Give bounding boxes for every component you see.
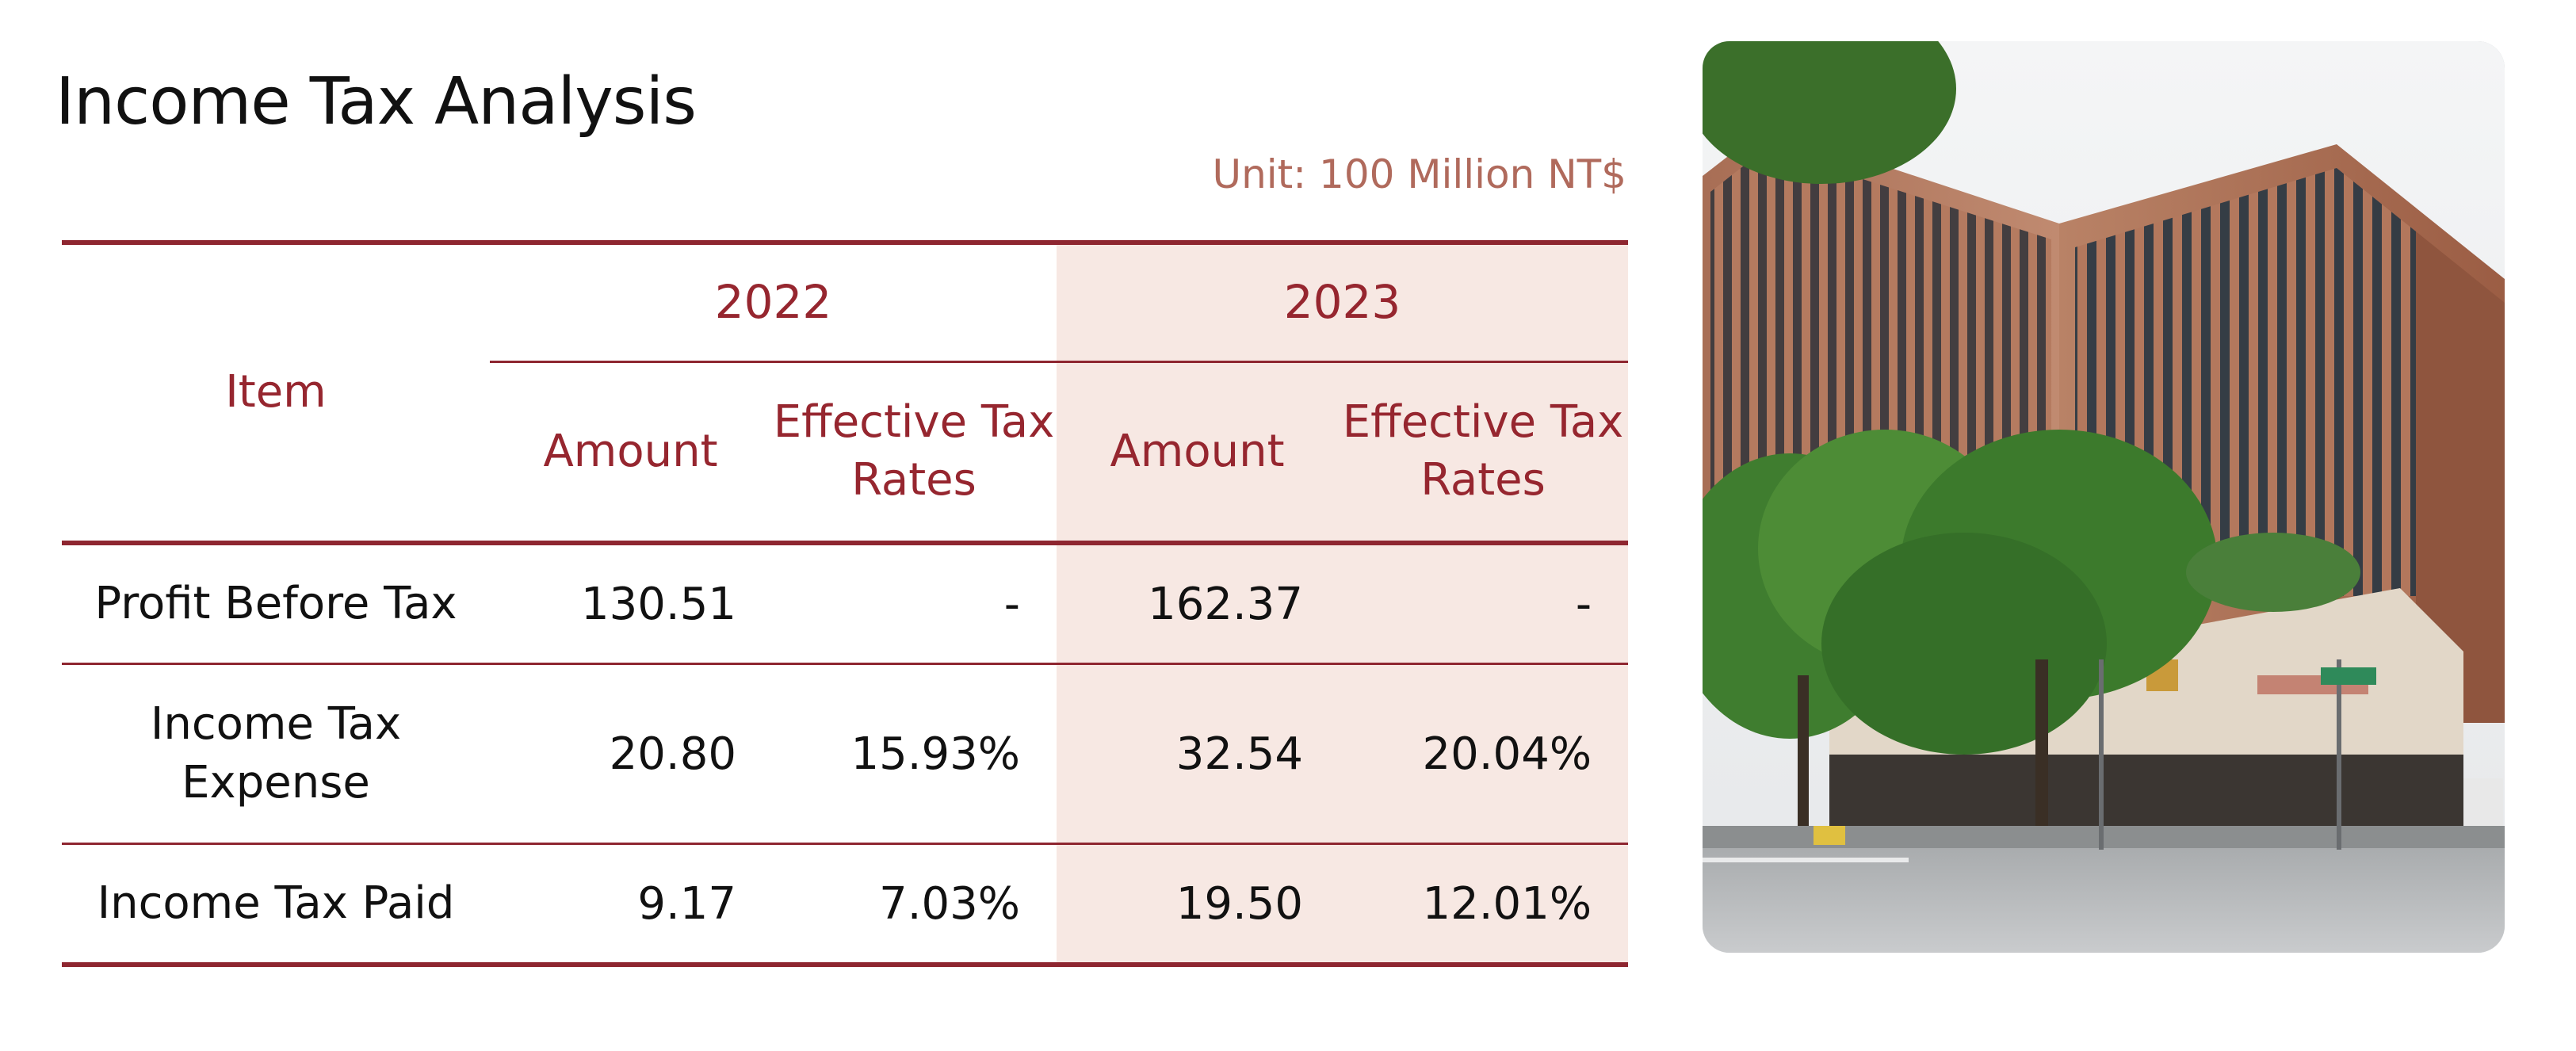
row-item-label: Income Tax Expense — [62, 663, 490, 845]
table-row: Income Tax Paid 9.17 7.03% 19.50 12.01% — [62, 843, 1629, 967]
cell-rate-2022: - — [771, 543, 1057, 665]
row-item-label: Profit Before Tax — [62, 543, 490, 665]
rate-header-2023: Effective Tax Rates — [1338, 361, 1629, 545]
amount-header-2022: Amount — [490, 361, 771, 545]
table-row: Income Tax Expense 20.80 15.93% 32.54 20… — [62, 663, 1629, 845]
income-tax-table: Item 2022 2023 Amount Effective Tax Rate… — [62, 240, 1629, 967]
cell-rate-2022: 15.93% — [771, 663, 1057, 845]
year-header-2023: 2023 — [1057, 240, 1629, 363]
cell-rate-2023: 20.04% — [1338, 663, 1629, 845]
item-header: Item — [62, 240, 490, 545]
cell-rate-2023: 12.01% — [1338, 843, 1629, 967]
year-header-2022: 2022 — [490, 240, 1057, 363]
cell-amount-2023: 19.50 — [1057, 843, 1339, 967]
office-building-photo — [1703, 41, 2505, 953]
page-title: Income Tax Analysis — [55, 64, 697, 139]
cell-rate-2023: - — [1338, 543, 1629, 665]
row-item-label: Income Tax Paid — [62, 843, 490, 967]
table-row: Profit Before Tax 130.51 - 162.37 - — [62, 543, 1629, 665]
cell-amount-2022: 20.80 — [490, 663, 771, 845]
cell-amount-2023: 32.54 — [1057, 663, 1339, 845]
cell-amount-2022: 9.17 — [490, 843, 771, 967]
rate-header-2022: Effective Tax Rates — [771, 361, 1057, 545]
cell-rate-2022: 7.03% — [771, 843, 1057, 967]
cell-amount-2023: 162.37 — [1057, 543, 1339, 665]
amount-header-2023: Amount — [1057, 361, 1339, 545]
unit-label: Unit: 100 Million NT$ — [1212, 151, 1627, 197]
cell-amount-2022: 130.51 — [490, 543, 771, 665]
